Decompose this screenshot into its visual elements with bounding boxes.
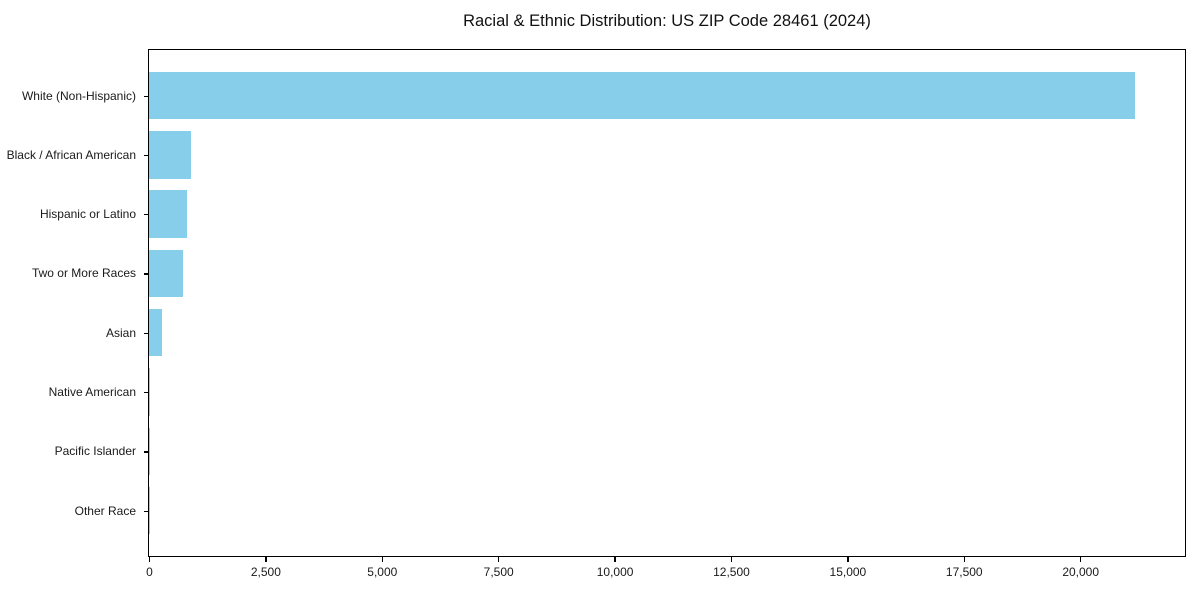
bar-black-african-american (149, 131, 191, 179)
y-axis-tick (143, 214, 148, 216)
y-axis-label: Hispanic or Latino (39, 207, 136, 222)
y-axis-tick (143, 332, 148, 334)
x-axis-tick-label: 10,000 (596, 565, 634, 579)
y-axis-label: Two or More Races (31, 266, 136, 281)
y-axis-tick (143, 95, 148, 97)
x-axis-tick (847, 557, 849, 562)
chart-title: Racial & Ethnic Distribution: US ZIP Cod… (463, 12, 871, 30)
y-axis-label: White (Non-Hispanic) (21, 88, 136, 103)
y-axis-label: Asian (105, 325, 136, 340)
x-axis-tick-label: 15,000 (829, 565, 867, 579)
x-axis-tick (1080, 557, 1082, 562)
x-axis-tick-label: 2,500 (250, 565, 281, 579)
x-axis-tick (381, 557, 383, 562)
y-axis-label: Black / African American (6, 147, 136, 162)
bar-hispanic-or-latino (149, 190, 188, 238)
x-axis-tick-label: 20,000 (1062, 565, 1100, 579)
x-axis-tick-label: 7,500 (483, 565, 514, 579)
bar-two-or-more-races (149, 249, 183, 298)
x-axis-tick (498, 557, 500, 562)
y-axis-tick (143, 273, 148, 275)
bar-white-non-hispanic (149, 71, 1135, 120)
x-axis-tick-label: 17,500 (945, 565, 983, 579)
x-axis-tick (614, 557, 616, 562)
x-axis-tick-label: 0 (146, 565, 153, 579)
x-axis-tick (265, 557, 267, 562)
x-axis-tick-label: 12,500 (713, 565, 750, 579)
y-axis-tick (143, 451, 148, 453)
y-axis-label: Native American (48, 385, 136, 399)
y-axis-label: Pacific Islander (54, 444, 136, 459)
x-axis-tick (730, 557, 733, 562)
y-axis-tick (143, 154, 148, 157)
y-axis-tick (143, 510, 148, 512)
bar-asian (149, 308, 163, 357)
y-axis-label: Other Race (74, 503, 136, 518)
x-axis-tick (148, 557, 151, 562)
bar-native-american (149, 368, 151, 416)
x-axis-tick-label: 5,000 (367, 565, 398, 579)
y-axis-tick (143, 392, 148, 394)
plot-area (148, 49, 1186, 557)
x-axis-tick (963, 557, 965, 562)
